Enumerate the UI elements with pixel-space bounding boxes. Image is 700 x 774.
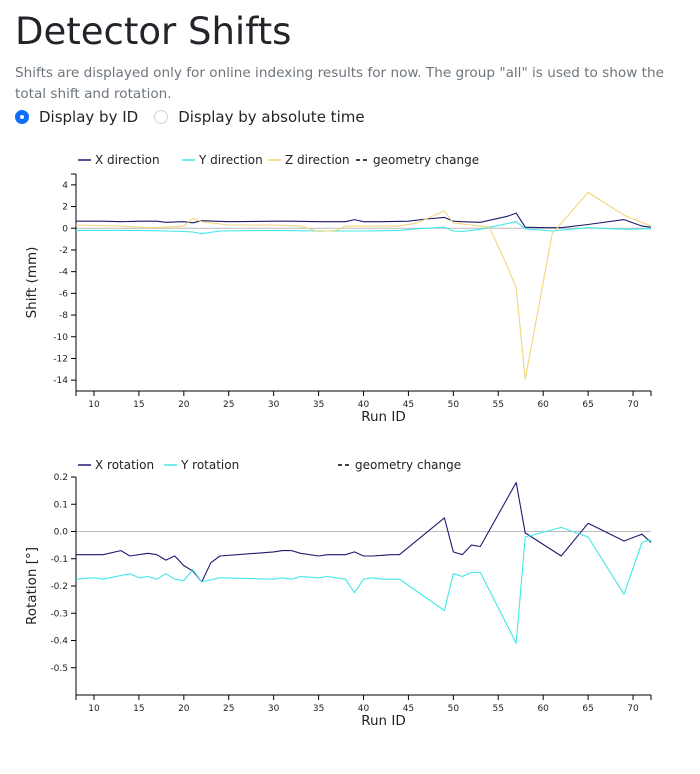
y-tick-label-1: 0.1: [54, 500, 68, 510]
y-tick-label-5: -6: [59, 289, 68, 299]
x-tick-label-11: 65: [582, 400, 593, 410]
page-title: Detector Shifts: [15, 10, 292, 53]
x-tick-label-7: 45: [403, 704, 414, 714]
y-tick-label-7: -10: [53, 333, 68, 343]
legend-label-1: Y rotation: [180, 458, 239, 472]
series-line-y-rotation: [75, 526, 652, 644]
display-mode-radio-group: Display by ID Display by absolute time: [15, 106, 381, 128]
x-tick-label-2: 20: [178, 400, 190, 410]
legend-label-2: Z direction: [285, 153, 350, 167]
x-tick-label-11: 65: [582, 704, 593, 714]
shift-chart: X direction Y direction Z direction geometr…: [24, 153, 652, 425]
y-tick-label-8: -12: [53, 354, 68, 364]
radio-button-unchecked[interactable]: [154, 110, 169, 124]
x-tick-label-4: 30: [268, 704, 280, 714]
x-tick-label-6: 40: [358, 704, 370, 714]
x-tick-label-5: 35: [313, 704, 324, 714]
y-tick-label-2: 0: [62, 224, 68, 234]
series-line-y-direction: [76, 221, 652, 235]
radio-display-by-id[interactable]: Display by ID: [15, 108, 138, 126]
x-tick-label-2: 20: [178, 704, 190, 714]
radio-label-display-by-id: Display by ID: [39, 108, 139, 126]
y-axis-label: Rotation [°]: [24, 547, 40, 625]
y-tick-label-2: 0.0: [54, 528, 69, 538]
legend-label-0: X direction: [95, 153, 160, 167]
radio-label-display-by-time: Display by absolute time: [178, 108, 365, 126]
x-tick-label-8: 50: [448, 704, 460, 714]
x-tick-label-1: 15: [133, 400, 144, 410]
legend-item-1: Y rotation: [164, 458, 239, 472]
legend-item-0: X rotation: [78, 458, 154, 472]
y-tick-label-4: -4: [59, 268, 68, 278]
x-tick-label-10: 60: [537, 400, 549, 410]
legend-item-2: Z direction: [268, 153, 350, 167]
y-tick-label-0: 0.2: [54, 473, 68, 483]
series-line-x-direction: [76, 212, 652, 229]
radio-display-by-time[interactable]: Display by absolute time: [154, 108, 365, 126]
legend-item-2: geometry change: [338, 458, 461, 472]
page-description: Shifts are displayed only for online ind…: [15, 65, 664, 102]
y-tick-label-4: -0.2: [50, 582, 68, 592]
legend-item-1: Y direction: [182, 153, 263, 167]
x-tick-label-7: 45: [403, 400, 414, 410]
legend-label-3: geometry change: [373, 153, 479, 167]
radio-button-checked[interactable]: [15, 110, 29, 124]
x-tick-label-8: 50: [448, 400, 460, 410]
x-tick-label-4: 30: [268, 400, 280, 410]
x-axis-label: Run ID: [361, 713, 406, 729]
x-tick-label-9: 55: [493, 704, 504, 714]
legend-label-2: geometry change: [355, 458, 461, 472]
legend-label-1: Y direction: [198, 153, 263, 167]
y-tick-label-1: 2: [62, 203, 68, 213]
x-tick-label-0: 10: [88, 704, 100, 714]
y-tick-label-3: -0.1: [50, 555, 68, 565]
x-axis-label: Run ID: [361, 409, 406, 425]
x-tick-label-0: 10: [88, 400, 100, 410]
x-tick-label-3: 25: [223, 400, 234, 410]
x-tick-label-9: 55: [493, 400, 504, 410]
series-line-z-direction: [75, 191, 652, 380]
legend-label-0: X rotation: [95, 458, 154, 472]
x-tick-label-12: 70: [627, 400, 639, 410]
x-tick-label-1: 15: [133, 704, 144, 714]
y-tick-label-9: -14: [53, 376, 68, 386]
y-tick-label-7: -0.5: [50, 664, 68, 674]
x-tick-label-6: 40: [358, 400, 370, 410]
rotation-chart: X rotation Y rotation geometry change 0.2 0.…: [24, 458, 652, 729]
y-tick-label-3: -2: [59, 246, 68, 256]
x-tick-label-3: 25: [223, 704, 234, 714]
y-tick-label-0: 4: [62, 181, 68, 191]
y-tick-label-6: -8: [59, 311, 68, 321]
series-line-x-rotation: [76, 481, 652, 583]
legend-item-3: geometry change: [356, 153, 479, 167]
y-axis-label: Shift (mm): [24, 247, 40, 319]
x-tick-label-12: 70: [627, 704, 639, 714]
x-tick-label-10: 60: [537, 704, 549, 714]
y-tick-label-6: -0.4: [50, 637, 68, 647]
x-tick-label-5: 35: [313, 400, 324, 410]
legend-item-0: X direction: [78, 153, 160, 167]
y-tick-label-5: -0.3: [50, 609, 68, 619]
